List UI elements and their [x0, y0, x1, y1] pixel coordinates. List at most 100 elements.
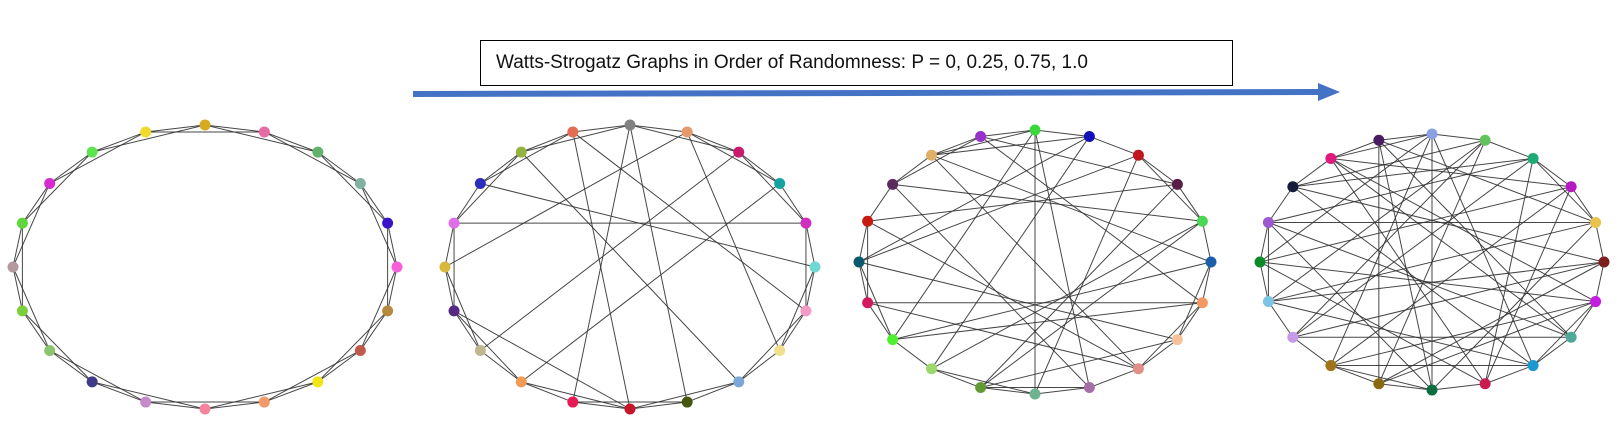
graph-edge [21, 183, 51, 224]
graph-edge [1292, 158, 1534, 338]
graph-node [258, 126, 270, 138]
graph-edge [1268, 139, 1486, 302]
graph-edge [1378, 133, 1433, 141]
arrow-shaft [412, 89, 1319, 97]
graph-p-1 [1254, 128, 1610, 396]
graph-node [1373, 134, 1385, 146]
graph-edge [686, 131, 739, 153]
graph-edge [892, 302, 1203, 341]
graph-p-0-25 [439, 119, 821, 415]
graph-edge [1268, 301, 1534, 367]
graph-edge [521, 381, 574, 403]
graph-node [1262, 296, 1274, 308]
graph-edge [738, 310, 807, 383]
graph-edge [858, 261, 894, 340]
graph-edge [858, 154, 1139, 263]
graph-node [567, 396, 579, 408]
graph-edge [1330, 365, 1380, 385]
graph-edge [1201, 221, 1212, 263]
graph-edge [572, 124, 631, 403]
graph-edge [892, 184, 1090, 388]
graph-node [1205, 256, 1217, 268]
graph-edge [264, 131, 361, 184]
graph-edge [858, 261, 869, 303]
graph-edge [1268, 261, 1605, 303]
graph-node [853, 256, 865, 268]
graph-node [1527, 360, 1539, 372]
graph-node [1171, 334, 1183, 346]
graph-edge [931, 154, 1139, 370]
graph-edge [317, 151, 361, 184]
graph-edge [1330, 133, 1433, 159]
graph-edge [867, 302, 894, 340]
graph-edge [1484, 186, 1572, 384]
graph-edge [980, 135, 1178, 185]
graph-node [140, 396, 152, 408]
graph-edge [1176, 261, 1212, 340]
graph-node [44, 178, 56, 190]
graph-edge [359, 183, 398, 268]
graph-p-0 [7, 119, 403, 415]
graph-edge [931, 368, 1036, 395]
graph-edge [444, 266, 455, 311]
graph-edge [1330, 158, 1486, 385]
graph-edge [317, 350, 361, 383]
graph-node [975, 130, 987, 142]
graph-node [1196, 215, 1208, 227]
graph-edge [629, 381, 739, 410]
graph-node [44, 344, 56, 356]
graph-edge [49, 350, 146, 403]
graph-node [1262, 216, 1274, 228]
graph-edge [686, 131, 780, 184]
graph-edge [1259, 261, 1486, 385]
graph-edge [1330, 158, 1596, 302]
graph-node [624, 403, 636, 415]
graph-edge [980, 387, 1036, 395]
graph-edge [1138, 154, 1203, 222]
graph-edge [867, 220, 1139, 370]
graph-edge [453, 310, 631, 410]
graph-edge [1292, 158, 1332, 188]
graph-edge [453, 310, 522, 383]
graph-node [86, 146, 98, 158]
graph-node [1527, 152, 1539, 164]
graph-edge [931, 135, 981, 156]
graph-edge [1268, 221, 1596, 303]
graph-edge [22, 310, 93, 383]
graph-edge [1431, 133, 1534, 366]
graph-edge [931, 135, 1090, 156]
graph-node [567, 126, 579, 138]
graph-edge [1484, 365, 1534, 385]
graph-edge [1378, 140, 1433, 391]
graph-edge [453, 310, 481, 351]
graph-edge [387, 266, 398, 311]
graph-edge [572, 401, 631, 410]
graph-node [1287, 331, 1299, 343]
graph-node [1426, 384, 1438, 396]
graph-edge [1259, 222, 1269, 263]
graph-edge [12, 266, 51, 351]
graph-node [862, 297, 874, 309]
graph-edge [1201, 261, 1212, 303]
diagram-title: Watts-Strogatz Graphs in Order of Random… [496, 52, 1088, 73]
graph-node [774, 178, 786, 190]
graph-p-0-75 [853, 124, 1217, 400]
graph-edge [805, 266, 816, 311]
graph-node [862, 215, 874, 227]
graph-node [7, 261, 19, 273]
graph-node [1373, 378, 1385, 390]
graph-node [800, 305, 812, 317]
graph-edge [1034, 129, 1090, 137]
graph-edge [1292, 139, 1486, 188]
graph-node [382, 305, 394, 317]
graph-edge [738, 151, 780, 184]
graph-edge [1330, 301, 1596, 367]
graph-edge [49, 151, 93, 184]
graph-node [382, 217, 394, 229]
graph-node [258, 396, 270, 408]
graph-edge [480, 350, 522, 383]
graph-edge [892, 261, 1212, 341]
graph-edge [444, 223, 455, 268]
graph-node [1565, 331, 1577, 343]
